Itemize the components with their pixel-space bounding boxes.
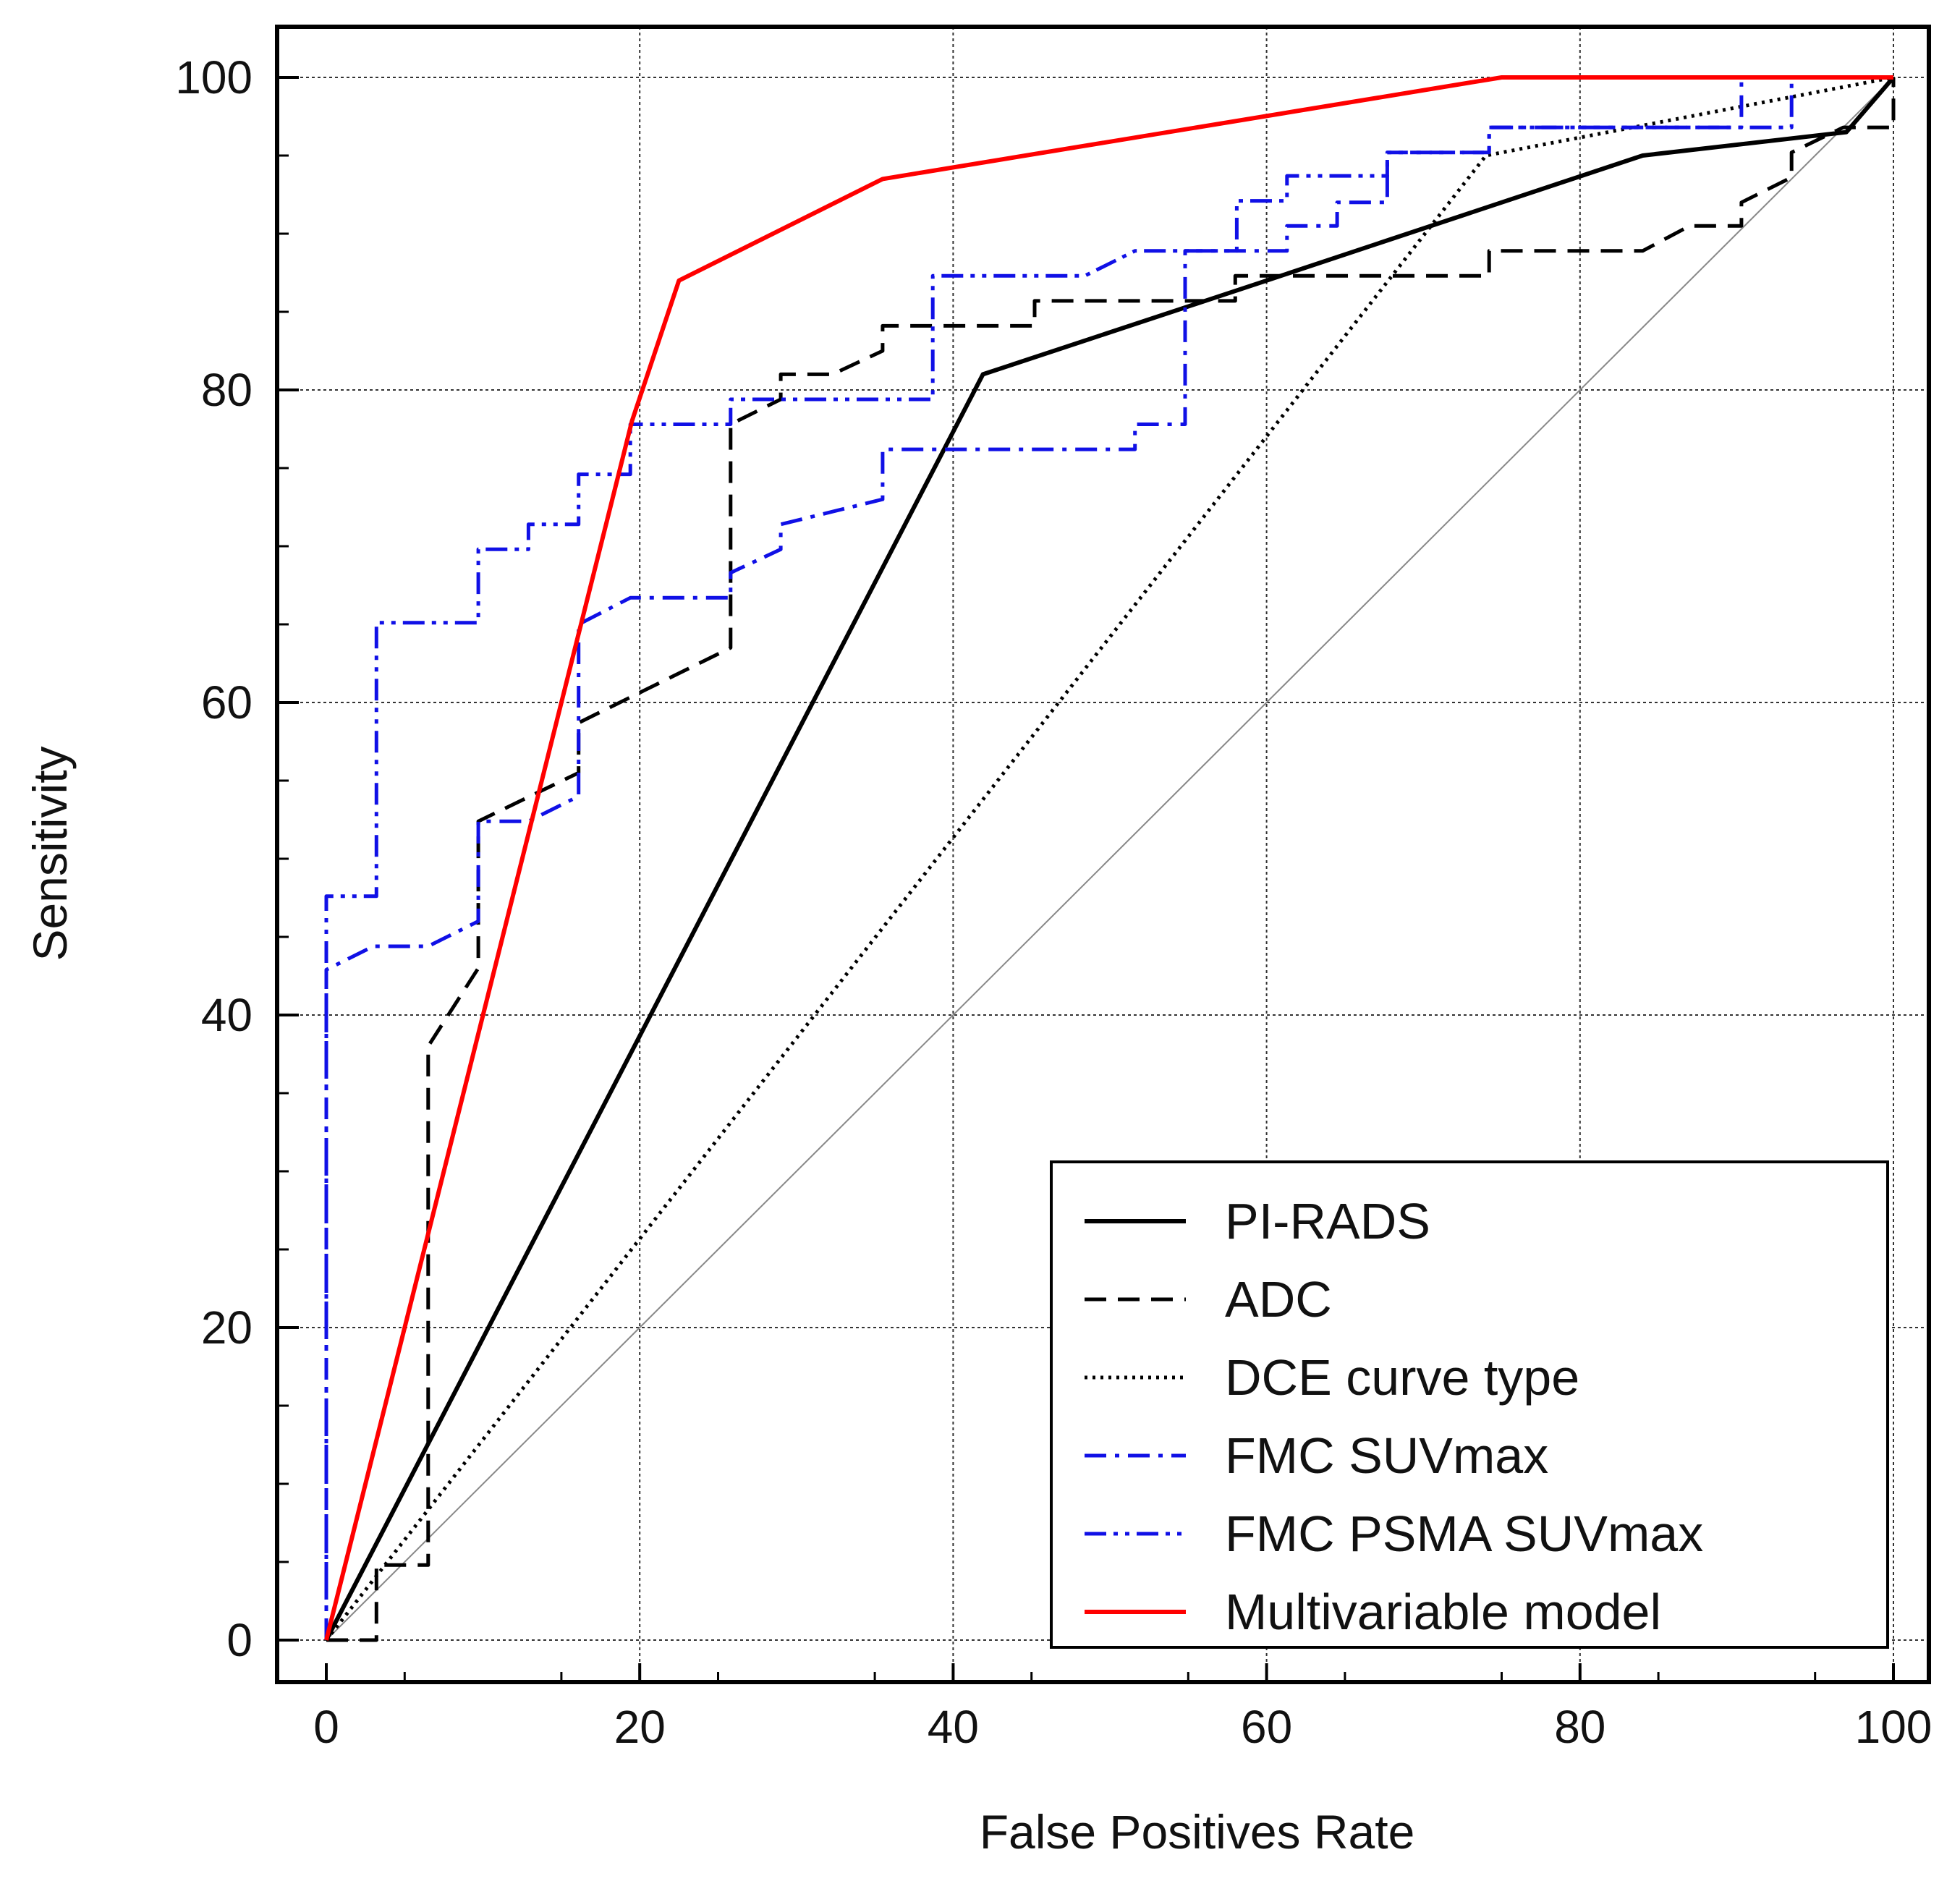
series-line-fmc-psma-suvmax: [324, 75, 1893, 1640]
y-tick-label: 40: [201, 989, 253, 1041]
y-axis-label: Sensitivity: [23, 746, 77, 961]
legend-label: Multivariable model: [1225, 1584, 1661, 1640]
x-tick-label: 0: [313, 1701, 339, 1753]
legend-label: PI-RADS: [1225, 1193, 1430, 1249]
x-tick-label: 20: [614, 1701, 666, 1753]
axis-ticks: 0 20 40 60 80 100 0 20 40 60 80 100: [175, 51, 1932, 1753]
series-lines: [324, 75, 1896, 1642]
y-tick-label: 80: [201, 364, 253, 416]
series-line-adc: [326, 77, 1896, 1642]
x-tick-label: 80: [1554, 1701, 1605, 1753]
chance-reference-line: [326, 77, 1894, 1641]
y-tick-label: 20: [201, 1302, 253, 1354]
plot-frame: [275, 25, 1931, 1684]
x-axis-label: False Positives Rate: [980, 1805, 1415, 1859]
y-tick-label: 100: [175, 51, 253, 103]
x-tick-label: 100: [1855, 1701, 1933, 1753]
series-line-multivariable-model: [324, 75, 1893, 1641]
legend-label: DCE curve type: [1225, 1349, 1579, 1406]
legend-label: FMC SUVmax: [1225, 1427, 1548, 1484]
legend-box: [1050, 1160, 1889, 1649]
x-tick-label: 40: [928, 1701, 979, 1753]
series-line-pi-rads: [324, 76, 1896, 1642]
y-tick-label: 0: [226, 1614, 253, 1666]
legend-label: FMC PSMA SUVmax: [1225, 1506, 1703, 1562]
x-tick-label: 60: [1241, 1701, 1292, 1753]
y-tick-label: 60: [201, 676, 253, 729]
legend-label: ADC: [1225, 1271, 1332, 1328]
legend: PI-RADS ADC DCE curve type FMC SUVmax FMC PS…: [1050, 1160, 1889, 1649]
